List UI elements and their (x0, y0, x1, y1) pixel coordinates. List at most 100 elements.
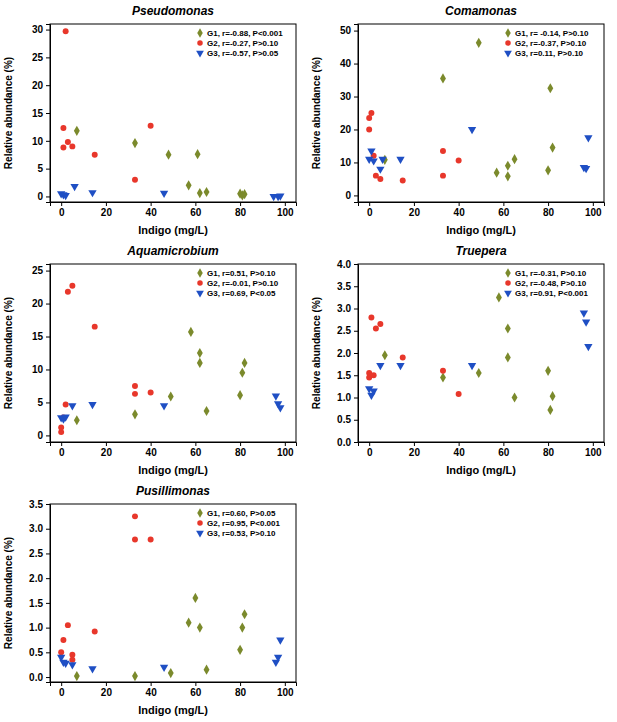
y-tick: 0.0 (29, 672, 50, 683)
point (69, 283, 75, 289)
y-tick: 1.0 (29, 622, 50, 633)
x-tick-label: 20 (409, 207, 421, 218)
x-axis-line (51, 443, 297, 447)
y-axis-title: Relative abundance (%) (3, 57, 14, 169)
legend-item: G3, r=0.69, P<0.05 (196, 289, 276, 298)
marks (57, 283, 284, 435)
x-tick-label: 20 (101, 207, 113, 218)
y-tick: 50 (340, 25, 358, 36)
y-tick: 15 (32, 331, 50, 342)
x-tick-mark (195, 202, 196, 206)
point (239, 623, 245, 633)
x-tick: 60 (190, 682, 202, 698)
legend-item: G1, r=0.60, P>0.05 (197, 508, 276, 518)
y-tick: 1.5 (29, 598, 50, 609)
y-tick-mark (354, 264, 358, 265)
legend-item: G1, r= -0.14, P>0.10 (505, 28, 589, 38)
y-tick-mark (354, 31, 358, 32)
marks (57, 28, 284, 201)
x-tick-mark (503, 442, 504, 446)
x-tick-label: 0 (367, 207, 373, 218)
legend: G1, r=0.51, P>0.10G2, r=-0.01, P>0.10G3,… (196, 268, 279, 298)
x-axis-title: Indigo (mg/L) (446, 224, 516, 236)
point (63, 28, 69, 34)
x-tick-label: 80 (543, 447, 555, 458)
point (160, 403, 168, 410)
y-tick: 0 (37, 191, 50, 202)
point (512, 392, 518, 402)
y-tick-mark (354, 353, 358, 354)
plot-frame (50, 504, 296, 682)
legend-symbol (197, 40, 203, 46)
y-tick: 2.5 (337, 325, 358, 336)
y-tick: 25 (32, 265, 50, 276)
point (204, 187, 210, 197)
point (160, 191, 168, 198)
x-tick-label: 0 (59, 207, 65, 218)
x-tick-label: 20 (101, 447, 113, 458)
y-tick-label: 15 (32, 108, 44, 119)
x-tick: 40 (454, 202, 466, 218)
legend-item: G2, r=0.95, P<0.001 (197, 519, 280, 528)
y-tick: 4.0 (337, 259, 358, 270)
point (58, 425, 64, 431)
y-tick-mark (354, 331, 358, 332)
x-tick: 20 (101, 682, 113, 698)
y-tick-label: 10 (32, 364, 44, 375)
y-tick-mark (46, 85, 50, 86)
x-tick: 100 (585, 202, 602, 218)
point (276, 193, 284, 200)
legend-symbol (197, 508, 202, 517)
plot-frame (358, 24, 604, 202)
point (382, 350, 388, 360)
y-tick: 3.5 (29, 499, 50, 510)
y-tick-label: 0.0 (337, 437, 351, 448)
legend-symbol (505, 280, 511, 286)
legend-label: G2, r=-0.37, P>0.10 (515, 39, 587, 48)
x-axis: 020406080100 (51, 682, 297, 698)
point (400, 178, 406, 184)
x-tick-label: 40 (146, 687, 158, 698)
y-tick-mark (354, 309, 358, 310)
x-tick-mark (503, 202, 504, 206)
legend: G1, r= -0.14, P>0.10G2, r=-0.37, P>0.10G… (504, 28, 589, 58)
x-tick-mark (151, 202, 152, 206)
x-tick-mark (151, 442, 152, 446)
x-tick: 40 (146, 442, 158, 458)
point (468, 127, 476, 134)
y-tick: 0 (37, 430, 50, 441)
x-axis-line (359, 203, 605, 207)
legend-symbol (505, 40, 511, 46)
legend-symbol (196, 291, 204, 298)
point (160, 665, 168, 672)
y-axis: 0510152025 (32, 265, 51, 443)
plot-frame (50, 24, 296, 202)
point (545, 366, 551, 376)
x-tick-label: 40 (454, 447, 466, 458)
plot-frame (50, 264, 296, 442)
y-tick-mark (46, 304, 50, 305)
point (505, 352, 511, 362)
legend-item: G1, r=-0.31, P>0.10 (505, 268, 586, 278)
point (369, 388, 377, 395)
x-axis-line (359, 443, 605, 447)
point (368, 314, 374, 320)
point (68, 403, 76, 410)
point (132, 409, 138, 419)
x-tick: 0 (367, 442, 373, 458)
x-tick-mark (195, 442, 196, 446)
series (57, 393, 284, 423)
x-tick-label: 0 (367, 447, 373, 458)
x-tick-label: 100 (277, 687, 294, 698)
point (92, 629, 98, 635)
y-tick: 1.0 (337, 392, 358, 403)
panel: 020406080100051015202530G1, r=-0.88, P<0… (3, 4, 297, 236)
y-tick-mark (46, 196, 50, 197)
point (132, 177, 138, 183)
y-tick: 0 (345, 190, 358, 201)
x-tick-label: 100 (277, 207, 294, 218)
figure: 020406080100051015202530G1, r=-0.88, P<0… (0, 0, 617, 722)
series (57, 638, 284, 674)
chart-title: Aquamicrobium (126, 244, 219, 258)
x-axis-line (51, 683, 297, 687)
